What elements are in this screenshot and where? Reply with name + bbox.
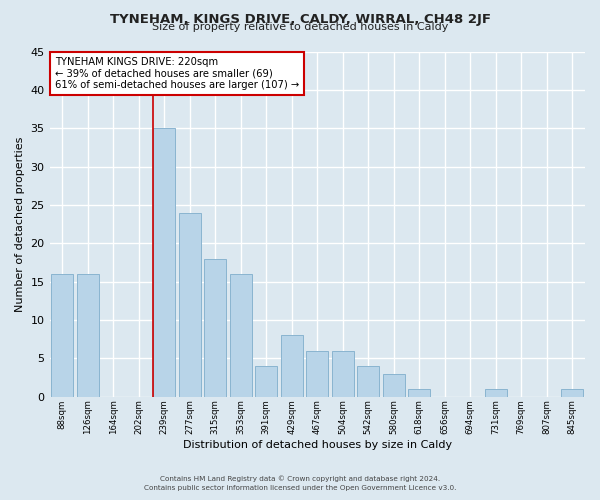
Bar <box>77 274 98 397</box>
Bar <box>154 128 175 397</box>
Bar <box>485 389 506 397</box>
Text: TYNEHAM, KINGS DRIVE, CALDY, WIRRAL, CH48 2JF: TYNEHAM, KINGS DRIVE, CALDY, WIRRAL, CH4… <box>110 12 491 26</box>
Bar <box>562 389 583 397</box>
Bar <box>281 336 302 397</box>
Text: TYNEHAM KINGS DRIVE: 220sqm
← 39% of detached houses are smaller (69)
61% of sem: TYNEHAM KINGS DRIVE: 220sqm ← 39% of det… <box>55 56 299 90</box>
Bar <box>256 366 277 397</box>
Bar <box>409 389 430 397</box>
Bar <box>179 212 200 397</box>
Bar <box>332 351 353 397</box>
Y-axis label: Number of detached properties: Number of detached properties <box>15 136 25 312</box>
Bar <box>230 274 251 397</box>
Text: Contains HM Land Registry data © Crown copyright and database right 2024.
Contai: Contains HM Land Registry data © Crown c… <box>144 476 456 491</box>
X-axis label: Distribution of detached houses by size in Caldy: Distribution of detached houses by size … <box>183 440 452 450</box>
Bar <box>205 258 226 397</box>
Text: Size of property relative to detached houses in Caldy: Size of property relative to detached ho… <box>152 22 448 32</box>
Bar <box>383 374 404 397</box>
Bar <box>358 366 379 397</box>
Bar <box>52 274 73 397</box>
Bar <box>307 351 328 397</box>
